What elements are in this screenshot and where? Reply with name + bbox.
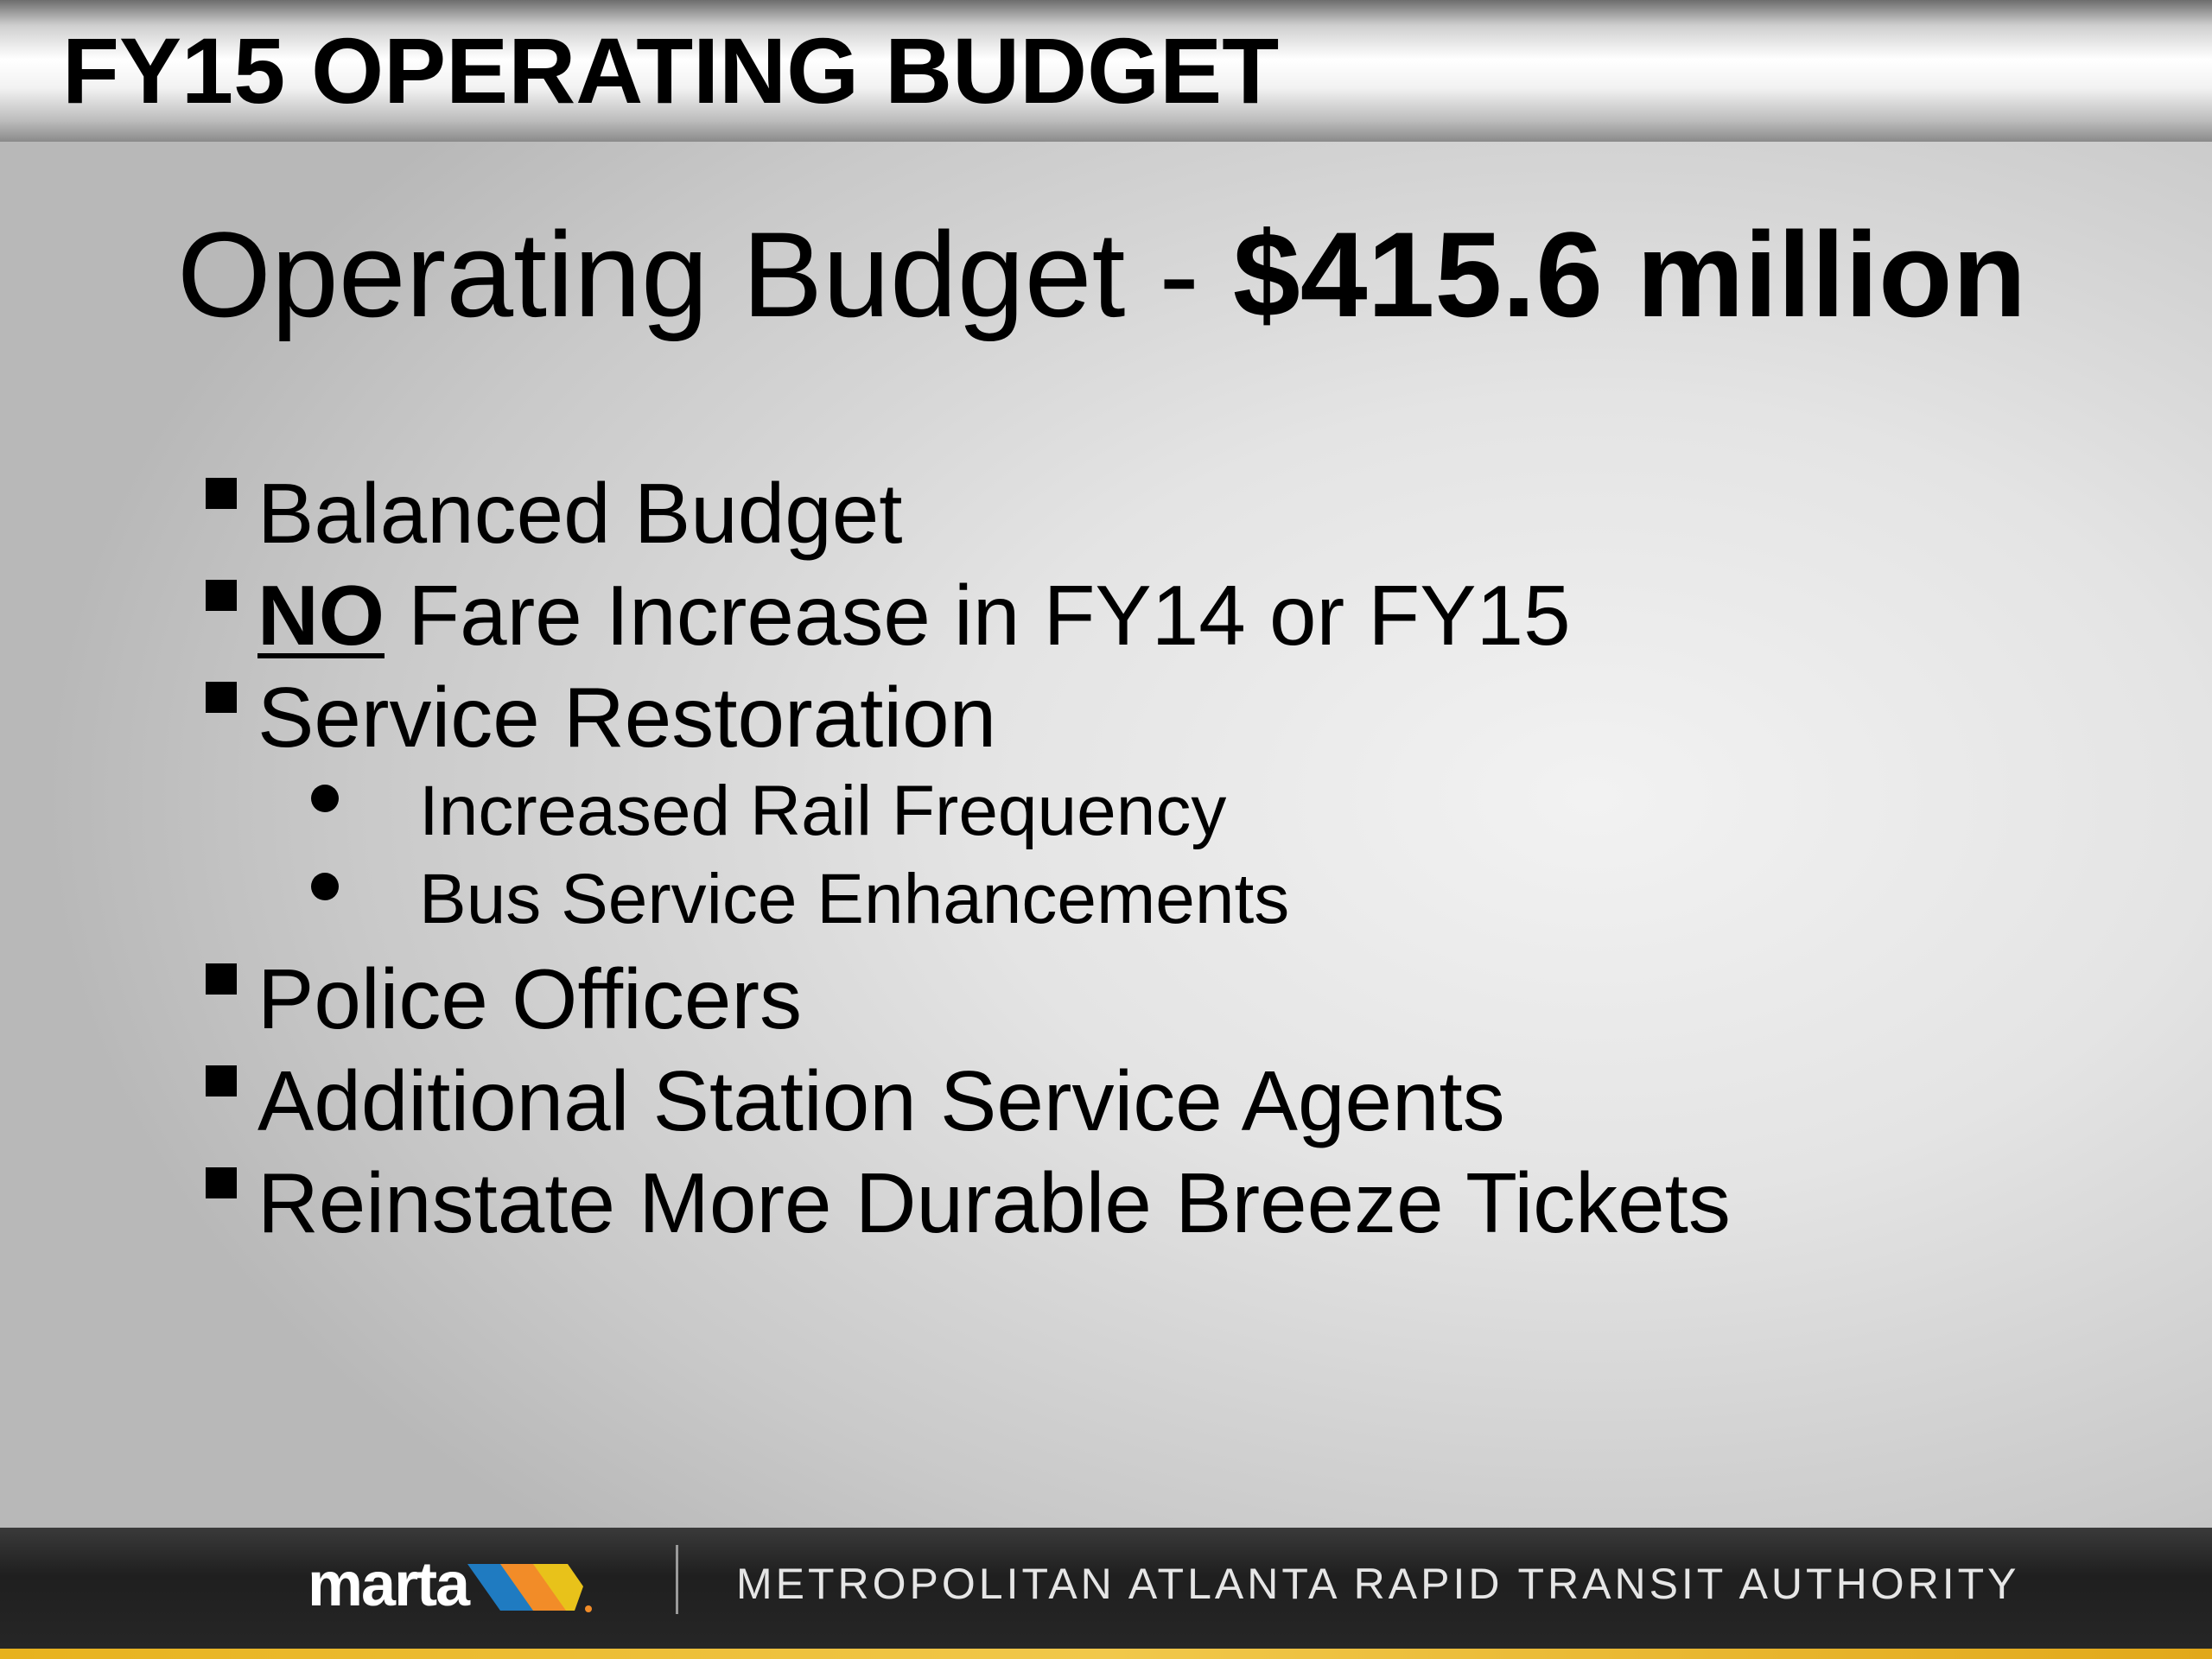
bullet-label: Balanced Budget [257,466,903,561]
organization-name: METROPOLITAN ATLANTA RAPID TRANSIT AUTHO… [736,1560,2020,1608]
bullet-emphasis: NO [257,568,385,663]
square-bullet-icon [206,478,237,509]
bullet-label: Police Officers [257,951,802,1046]
square-bullet-icon [206,1167,237,1198]
header-bar: FY15 OPERATING BUDGET [0,0,2212,142]
sub-bullet-label: Increased Rail Frequency [419,772,1227,850]
footer-bar [0,1528,2212,1649]
logo-stripes-icon [467,1564,592,1612]
square-bullet-icon [206,963,237,995]
budget-amount: $415.6 million [1232,207,2027,342]
bullet-label: NO Fare Increase in FY14 or FY15 [257,573,1571,658]
logo-wordmark: marta [308,1550,470,1619]
square-bullet-icon [206,1065,237,1096]
sub-bullet-label: Bus Service Enhancements [419,860,1290,938]
bullet-label: Additional Station Service Agents [257,1053,1505,1148]
round-bullet-icon [311,873,339,900]
bullet-label-rest: Fare Increase in FY14 or FY15 [385,568,1571,663]
footer-divider [676,1545,678,1614]
square-bullet-icon [206,682,237,713]
slide-title: Operating Budget - $415.6 million [177,214,2026,335]
bullet-label: Reinstate More Durable Breeze Tickets [257,1155,1731,1250]
footer-accent-stripe [0,1649,2212,1659]
bullet-label: Service Restoration [257,670,997,765]
round-bullet-icon [311,785,339,812]
header-title: FY15 OPERATING BUDGET [62,18,1280,123]
square-bullet-icon [206,580,237,611]
slide-title-prefix: Operating Budget - [177,207,1233,342]
